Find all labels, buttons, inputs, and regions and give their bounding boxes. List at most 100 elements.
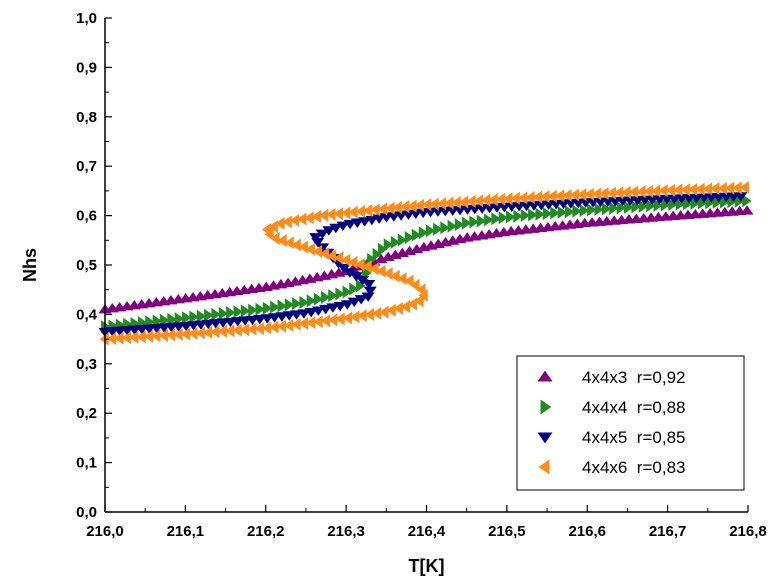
- data-point: [313, 292, 324, 306]
- data-point: [291, 238, 301, 252]
- data-point: [261, 321, 272, 335]
- data-point: [182, 311, 192, 325]
- data-point: [320, 314, 331, 328]
- data-point: [318, 208, 329, 222]
- data-point: [675, 197, 686, 211]
- data-point: [444, 196, 454, 210]
- data-point: [337, 264, 351, 274]
- data-point: [484, 213, 494, 227]
- legend-marker: [540, 399, 552, 415]
- data-point: [217, 324, 228, 338]
- x-tick-label: 216,8: [729, 523, 767, 540]
- data-point: [542, 207, 553, 221]
- data-point: [335, 287, 345, 301]
- data-point: [399, 200, 410, 214]
- legend-label: 4x4x5 r=0,85: [582, 428, 686, 447]
- data-point: [369, 262, 379, 276]
- data-point: [660, 198, 671, 212]
- y-tick-label: 0,5: [76, 257, 97, 274]
- data-point: [385, 201, 395, 215]
- data-point: [298, 317, 309, 331]
- data-point: [277, 234, 287, 248]
- data-point: [218, 307, 229, 321]
- data-point: [362, 279, 376, 290]
- data-point: [114, 331, 124, 345]
- data-point: [165, 328, 176, 342]
- data-point: [292, 297, 302, 311]
- data-point: [673, 183, 683, 197]
- data-point: [547, 189, 557, 203]
- data-point: [397, 233, 408, 247]
- data-point: [333, 301, 347, 312]
- data-point: [609, 201, 619, 215]
- data-point: [414, 198, 424, 212]
- x-tick-label: 216,0: [86, 523, 124, 540]
- y-tick-label: 0,1: [76, 455, 97, 472]
- data-point: [275, 216, 285, 230]
- data-point: [742, 194, 752, 208]
- data-point: [378, 242, 388, 256]
- data-point: [392, 201, 402, 215]
- data-point: [687, 182, 698, 196]
- data-point: [363, 204, 373, 218]
- data-point: [254, 322, 264, 336]
- data-point: [631, 200, 641, 214]
- data-point: [328, 289, 338, 303]
- series-2: [101, 194, 752, 334]
- data-point: [355, 204, 366, 218]
- data-point: [724, 181, 735, 195]
- data-point: [335, 312, 345, 326]
- data-point: [319, 304, 333, 315]
- data-point: [710, 182, 720, 196]
- axes: 0,0 0,1 0,2 0,3 0,4 0,5 0,6 0,7 0,8 0,9 1,0 216,0 21…: [76, 10, 767, 540]
- data-point: [393, 302, 403, 316]
- data-point: [720, 195, 730, 209]
- data-point: [528, 208, 538, 222]
- data-point: [683, 197, 693, 211]
- data-point: [311, 306, 325, 316]
- data-point: [653, 198, 663, 212]
- data-point: [587, 203, 597, 217]
- y-tick-label: 0,6: [76, 208, 97, 225]
- data-point: [340, 253, 351, 267]
- data-point: [304, 211, 314, 225]
- data-point: [734, 194, 745, 208]
- data-point: [525, 190, 535, 204]
- data-point: [357, 309, 367, 323]
- data-point: [136, 330, 146, 344]
- data-point: [404, 274, 414, 288]
- y-tick-label: 0,7: [76, 158, 97, 175]
- data-point: [167, 312, 177, 326]
- data-point: [311, 210, 321, 224]
- data-point: [372, 247, 382, 261]
- data-point: [665, 183, 676, 197]
- x-tick-label: 216,5: [488, 523, 526, 540]
- data-point: [211, 307, 221, 321]
- data-point: [433, 222, 443, 236]
- data-point: [306, 294, 317, 308]
- data-point: [316, 243, 330, 253]
- data-point: [247, 322, 257, 336]
- data-point: [624, 200, 634, 214]
- y-axis-title: Nhs: [20, 248, 40, 282]
- data-point: [436, 197, 447, 211]
- data-point: [739, 181, 750, 195]
- data-point: [297, 309, 311, 319]
- data-point: [298, 240, 308, 254]
- y-tick-label: 1,0: [76, 10, 97, 27]
- data-point: [333, 251, 344, 265]
- data-point: [397, 272, 407, 286]
- data-point: [377, 202, 388, 216]
- data-point: [732, 181, 742, 195]
- data-point: [99, 332, 109, 346]
- data-point: [348, 205, 358, 219]
- data-markers: [98, 181, 754, 346]
- data-point: [540, 190, 550, 204]
- data-point: [390, 269, 400, 283]
- x-tick-label: 216,3: [327, 523, 365, 540]
- data-point: [480, 193, 491, 207]
- data-point: [517, 191, 528, 205]
- data-point: [349, 272, 363, 282]
- data-point: [305, 242, 316, 256]
